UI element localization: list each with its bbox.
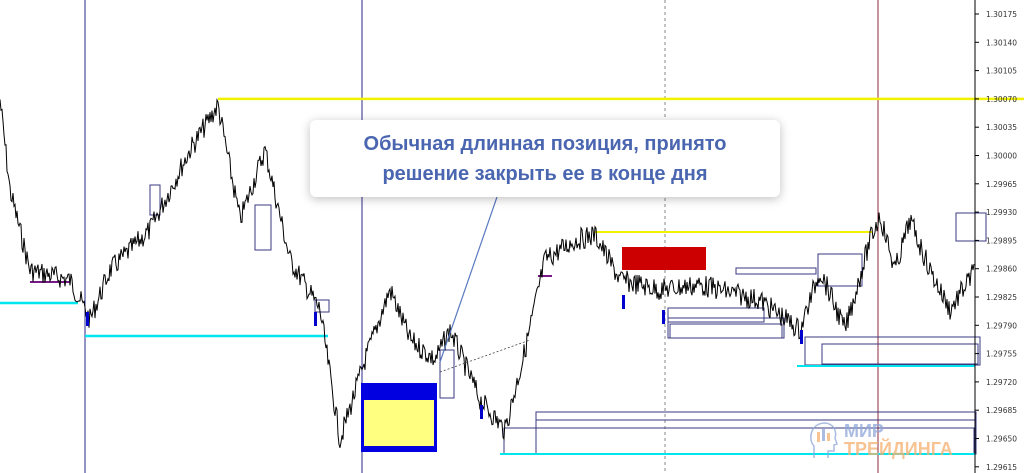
order-zone-box bbox=[955, 212, 987, 242]
bearish-bar bbox=[314, 312, 317, 326]
price-axis-label: 1.29720 bbox=[986, 378, 1017, 387]
callout-pointer-line bbox=[439, 196, 498, 363]
price-axis-label: 1.30175 bbox=[986, 10, 1017, 19]
price-axis-label: 1.30000 bbox=[986, 152, 1017, 161]
bearish-bar bbox=[622, 295, 625, 309]
price-axis-label: 1.29650 bbox=[986, 435, 1017, 444]
order-zone-box bbox=[535, 411, 977, 421]
order-zone-box bbox=[439, 349, 455, 399]
price-axis-label: 1.30035 bbox=[986, 123, 1017, 132]
callout-line-2: решение закрыть ее в конце дня bbox=[382, 162, 708, 185]
order-zone-box bbox=[254, 204, 272, 251]
position-zone-fill bbox=[364, 400, 434, 446]
price-axis-label: 1.29825 bbox=[986, 293, 1017, 302]
order-zone-box bbox=[735, 267, 817, 275]
order-zone-box bbox=[817, 253, 863, 287]
price-axis-label: 1.30140 bbox=[986, 38, 1017, 47]
callout-line-1: Обычная длинная позиция, принято bbox=[363, 132, 727, 155]
supply-zone bbox=[622, 247, 706, 270]
price-axis-label: 1.29790 bbox=[986, 321, 1017, 330]
logo-line-2: ТРЕЙДИНГА bbox=[844, 439, 953, 459]
bearish-bar bbox=[800, 330, 803, 344]
order-zone-box bbox=[804, 336, 981, 366]
price-axis-label: 1.29755 bbox=[986, 350, 1017, 359]
price-axis-label: 1.29930 bbox=[986, 208, 1017, 217]
order-zone-box bbox=[314, 299, 330, 313]
order-zone-box bbox=[821, 343, 979, 365]
order-zone-box bbox=[667, 317, 785, 339]
price-axis-label: 1.30105 bbox=[986, 67, 1017, 76]
price-axis-label: 1.30070 bbox=[986, 95, 1017, 104]
bearish-bar bbox=[662, 310, 665, 324]
price-axis-label: 1.29615 bbox=[986, 463, 1017, 472]
order-zone-box bbox=[667, 307, 765, 323]
bearish-bar bbox=[480, 405, 483, 419]
price-axis-label: 1.29685 bbox=[986, 406, 1017, 415]
logo-line-1: МИР bbox=[844, 421, 884, 441]
order-zone-box bbox=[669, 323, 783, 339]
price-axis-label: 1.29860 bbox=[986, 265, 1017, 274]
price-axis-label: 1.29965 bbox=[986, 180, 1017, 189]
bearish-bar bbox=[86, 312, 89, 326]
price-axis-label: 1.29895 bbox=[986, 236, 1017, 245]
price-series-line bbox=[0, 98, 975, 448]
order-zone-box bbox=[149, 184, 161, 216]
logo: МИР ТРЕЙДИНГА bbox=[808, 420, 953, 460]
annotation-callout: Обычная длинная позиция, принято решение… bbox=[310, 120, 780, 197]
head-candles-icon bbox=[810, 422, 838, 458]
